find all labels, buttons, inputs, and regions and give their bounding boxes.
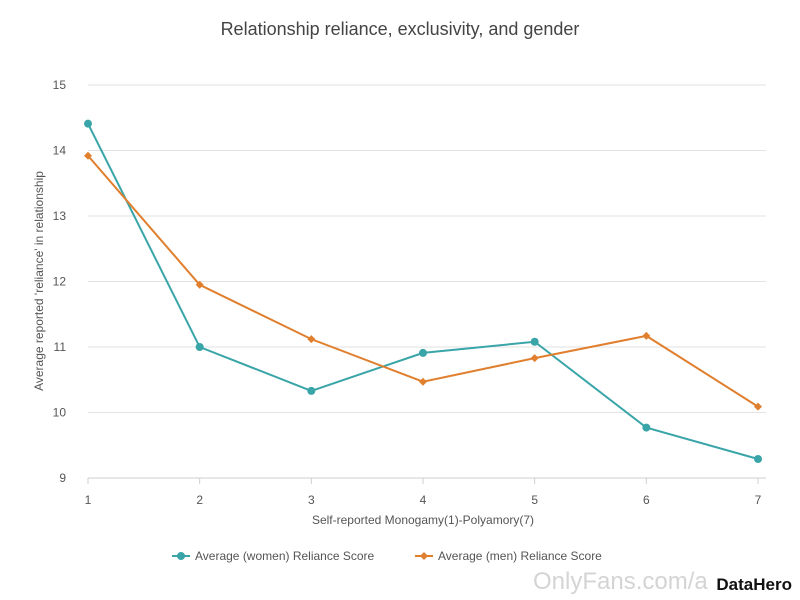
data-point[interactable] — [307, 386, 316, 395]
series-group — [84, 119, 762, 464]
series-line — [87, 123, 759, 460]
x-tick-label: 6 — [643, 493, 650, 507]
series-men — [84, 151, 762, 411]
data-point[interactable] — [642, 423, 651, 432]
legend: Average (women) Reliance Score Average (m… — [172, 549, 602, 563]
data-point[interactable] — [530, 337, 539, 346]
legend-item[interactable]: Average (men) Reliance Score — [415, 549, 602, 563]
series-women — [84, 119, 762, 464]
x-tick-label: 2 — [196, 493, 203, 507]
y-tick-label: 9 — [59, 471, 66, 485]
data-point[interactable] — [642, 331, 651, 340]
data-point[interactable] — [307, 335, 316, 344]
y-tick-label: 15 — [53, 78, 67, 92]
y-tick-label: 14 — [53, 144, 67, 158]
y-axis-label: Average reported 'reliance' in relations… — [32, 171, 46, 391]
y-axis-ticks: 9 10 11 12 13 14 15 — [53, 78, 67, 485]
x-axis-ticks: 1 2 3 4 5 6 7 — [85, 478, 762, 507]
gridlines — [88, 84, 766, 479]
watermark: OnlyFans.com/a — [533, 568, 708, 595]
y-tick-label: 12 — [53, 275, 67, 289]
data-point[interactable] — [530, 354, 539, 363]
data-point[interactable] — [419, 377, 427, 386]
legend-label: Average (women) Reliance Score — [195, 549, 375, 563]
y-tick-label: 13 — [53, 209, 67, 223]
y-tick-label: 11 — [54, 340, 67, 354]
legend-label: Average (men) Reliance Score — [438, 549, 602, 563]
legend-marker-icon — [420, 552, 428, 560]
x-tick-label: 7 — [755, 493, 762, 507]
x-tick-label: 5 — [531, 493, 538, 507]
legend-marker-icon — [177, 552, 185, 560]
data-point[interactable] — [84, 119, 92, 128]
x-tick-label: 3 — [308, 493, 315, 507]
legend-item[interactable]: Average (women) Reliance Score — [172, 549, 375, 563]
data-point[interactable] — [84, 151, 92, 160]
chart-title: Relationship reliance, exclusivity, and … — [221, 19, 580, 39]
data-point[interactable] — [754, 455, 762, 464]
x-tick-label: 1 — [85, 493, 92, 507]
data-point[interactable] — [195, 343, 204, 351]
x-axis-label: Self-reported Monogamy(1)-Polyamory(7) — [312, 513, 534, 527]
datahero-logo: DataHero — [716, 575, 792, 594]
x-tick-label: 4 — [420, 493, 427, 507]
data-point[interactable] — [195, 280, 204, 289]
y-tick-label: 10 — [53, 406, 67, 420]
data-point[interactable] — [754, 402, 762, 411]
data-point[interactable] — [419, 348, 427, 357]
